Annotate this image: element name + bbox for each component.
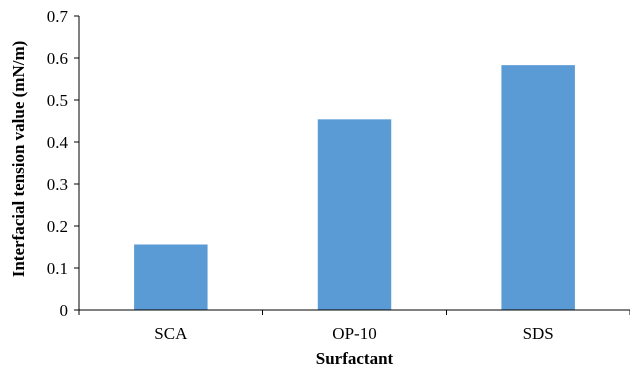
axes — [78, 16, 630, 311]
y-tick-label: 0.7 — [47, 7, 69, 26]
bar-sca — [134, 244, 208, 310]
y-tick-label: 0.1 — [47, 259, 68, 278]
x-axis-ticks: SCA OP-10 SDS — [78, 310, 630, 343]
y-tick-label: 0.3 — [47, 175, 68, 194]
y-tick-label: 0.2 — [47, 217, 68, 236]
bar-sds — [501, 65, 575, 310]
x-tick-label: OP-10 — [332, 324, 376, 343]
y-tick-label: 0.4 — [47, 133, 69, 152]
y-axis-title: Interfacial tension value (mN/m) — [9, 41, 28, 278]
bars — [134, 65, 575, 310]
y-tick-label: 0 — [60, 301, 69, 320]
x-tick-label: SCA — [154, 324, 188, 343]
y-tick-label: 0.6 — [47, 49, 68, 68]
x-tick-label: SDS — [523, 324, 554, 343]
bar-op-10 — [317, 119, 392, 310]
y-axis-ticks: 0 0.1 0.2 0.3 0.4 0.5 0.6 0.7 — [47, 7, 79, 320]
x-axis-title: Surfactant — [316, 349, 394, 368]
y-tick-label: 0.5 — [47, 91, 68, 110]
